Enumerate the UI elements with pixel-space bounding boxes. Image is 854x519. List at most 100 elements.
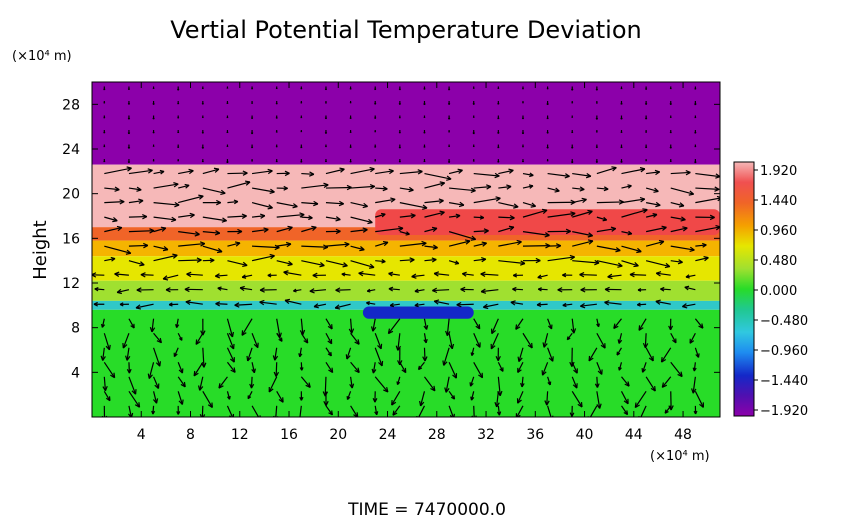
- wind-vector: [498, 214, 515, 221]
- wind-vector: [547, 376, 552, 386]
- wind-vector: [195, 332, 204, 345]
- heatmap-band-0: [92, 82, 720, 165]
- colorbar-tick-label: −1.440: [760, 374, 808, 389]
- wind-vector: [542, 333, 549, 348]
- x-tick-label: 32: [477, 427, 495, 443]
- wind-vector: [644, 100, 648, 105]
- wind-vector: [510, 300, 524, 306]
- wind-vector: [670, 216, 686, 222]
- colorbar-tick-label: 0.000: [760, 284, 797, 299]
- wind-vector: [694, 86, 697, 90]
- y-tick-label: 4: [71, 365, 80, 381]
- wind-vector: [346, 391, 352, 400]
- wind-vector: [448, 362, 458, 379]
- wind-vector: [128, 242, 149, 249]
- wind-vector: [512, 273, 523, 278]
- wind-vector: [422, 347, 428, 362]
- wind-vector: [127, 159, 131, 164]
- wind-vector: [398, 130, 401, 134]
- wind-vector: [152, 144, 155, 147]
- wind-vector: [498, 168, 514, 175]
- wind-vector: [424, 244, 438, 250]
- wind-vectors: [92, 86, 720, 417]
- wind-vector: [498, 225, 515, 233]
- wind-vector: [168, 302, 179, 307]
- wind-vector: [522, 184, 534, 189]
- wind-vector: [374, 159, 377, 162]
- wind-vector: [251, 202, 273, 210]
- wind-vector: [620, 405, 629, 416]
- wind-vector: [349, 376, 355, 389]
- colorbar-tick-label: 1.440: [760, 194, 797, 209]
- wind-vector: [621, 230, 633, 236]
- heatmap-band-6: [92, 300, 720, 310]
- wind-vector: [103, 333, 111, 351]
- wind-vector: [128, 168, 153, 175]
- wind-vector: [350, 260, 375, 269]
- wind-vector: [448, 231, 477, 241]
- wind-vector: [128, 213, 148, 220]
- wind-vector: [374, 347, 384, 367]
- wind-vector: [547, 405, 554, 417]
- wind-vector: [571, 86, 574, 91]
- wind-vector: [449, 187, 476, 193]
- wind-vector: [392, 405, 401, 416]
- wind-vector: [128, 186, 142, 192]
- wind-vector: [515, 318, 524, 330]
- wind-vector: [547, 187, 560, 193]
- wind-vector: [325, 332, 333, 345]
- wind-vector: [522, 257, 541, 264]
- chart-title: Vertial Potential Temperature Deviation: [170, 16, 642, 44]
- wind-vector: [447, 115, 451, 120]
- wind-vector: [572, 209, 593, 218]
- wind-vector: [571, 376, 578, 389]
- wind-vector: [103, 391, 111, 402]
- wind-vector: [128, 198, 144, 204]
- wind-vector: [227, 241, 241, 247]
- wind-vector: [335, 287, 351, 293]
- wind-vector: [177, 159, 180, 162]
- wind-vector: [424, 226, 438, 233]
- plot-frame: [91, 81, 721, 418]
- wind-vector: [239, 285, 253, 292]
- wind-vector: [177, 100, 180, 105]
- x-tick-label: 12: [231, 427, 249, 443]
- wind-vector: [119, 302, 129, 307]
- wind-vector: [178, 241, 206, 247]
- wind-vector: [151, 405, 156, 415]
- wind-vector: [536, 302, 548, 308]
- wind-vector: [670, 169, 691, 176]
- wind-vector: [544, 391, 550, 406]
- wind-vector: [177, 332, 183, 341]
- wind-vector: [620, 144, 623, 149]
- wind-vector: [202, 199, 222, 206]
- wind-vector: [153, 169, 165, 175]
- wind-vector: [273, 362, 280, 377]
- wind-vector: [153, 245, 169, 252]
- wind-vector: [226, 130, 229, 134]
- wind-vector: [178, 183, 190, 189]
- wind-vector: [447, 86, 451, 91]
- wind-vector: [128, 228, 155, 234]
- wind-vector: [646, 201, 661, 208]
- wind-vector: [366, 301, 376, 306]
- wind-vector: [572, 259, 600, 266]
- wind-vector: [424, 172, 452, 181]
- wind-vector: [521, 130, 525, 135]
- wind-vector: [104, 199, 125, 205]
- wind-vector: [629, 271, 647, 278]
- wind-vector: [669, 130, 672, 134]
- wind-vector: [547, 211, 576, 218]
- wind-vector: [251, 100, 254, 104]
- wind-vector: [325, 318, 333, 330]
- wind-vector: [621, 245, 642, 254]
- wind-vector: [177, 130, 180, 134]
- wind-vector: [324, 86, 328, 91]
- y-tick-label: 24: [62, 142, 80, 158]
- wind-vector: [276, 185, 288, 191]
- wind-vector: [596, 362, 603, 375]
- wind-vector: [693, 405, 698, 415]
- colorbar: 1.920 1.440 0.960 0.480 0.000 −0.480 −0.960 −1.…: [733, 161, 808, 419]
- wind-vector: [596, 318, 600, 328]
- wind-vector: [546, 159, 549, 162]
